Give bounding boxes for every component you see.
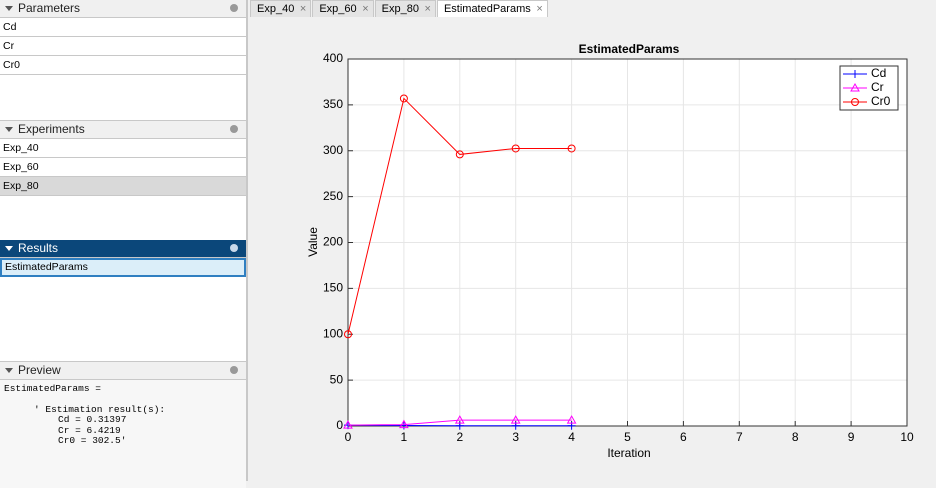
tab-bar: Exp_40 Exp_60 Exp_80 EstimatedParams — [250, 0, 549, 17]
marker — [567, 144, 576, 153]
list-item[interactable]: Exp_80 — [0, 177, 246, 196]
x-tick-label: 9 — [848, 430, 855, 444]
x-tick-label: 2 — [456, 430, 463, 444]
x-tick-label: 0 — [345, 430, 352, 444]
tab[interactable]: Exp_60 — [312, 0, 374, 17]
data-line — [347, 419, 572, 426]
side-panel: Parameters Cd Cr Cr0 Experiments Exp_40 … — [0, 0, 248, 488]
marker — [511, 144, 520, 153]
legend-label: Cd — [871, 66, 886, 80]
preview-panel: Preview EstimatedParams = ' Estimation r… — [0, 361, 246, 488]
panel-header[interactable]: Results — [0, 240, 246, 258]
y-tick-label: 100 — [323, 326, 343, 340]
list-item[interactable]: Cr0 — [0, 56, 246, 75]
marker — [343, 420, 353, 429]
axes-box — [347, 58, 908, 427]
list-item[interactable]: Cr — [0, 37, 246, 56]
preview-line: EstimatedParams = — [4, 383, 101, 394]
x-tick-label: 3 — [512, 430, 519, 444]
preview-line: Cd = 0.31397 — [58, 414, 127, 425]
panel-header[interactable]: Parameters — [0, 0, 246, 18]
results-panel: Results EstimatedParams — [0, 240, 246, 277]
panel-header[interactable]: Preview — [0, 362, 246, 380]
chart-title: EstimatedParams — [579, 42, 680, 56]
tab[interactable]: Exp_80 — [374, 0, 436, 17]
y-tick-label: 50 — [330, 372, 344, 386]
x-tick-label: 8 — [792, 430, 799, 444]
marker — [850, 82, 860, 92]
y-tick-label: 300 — [323, 143, 343, 157]
marker — [455, 150, 464, 159]
y-tick-label: 0 — [336, 418, 343, 432]
x-tick-label: 10 — [900, 430, 914, 444]
marker — [851, 98, 859, 106]
experiments-panel: Experiments Exp_40 Exp_60 Exp_80 — [0, 120, 246, 196]
data-line — [347, 97, 572, 335]
y-tick-label: 350 — [323, 97, 343, 111]
y-axis-label: Value — [306, 227, 320, 257]
marker — [399, 94, 408, 103]
tab[interactable]: Exp_40 — [250, 0, 312, 17]
y-tick-label: 200 — [323, 235, 343, 249]
x-tick-label: 6 — [680, 430, 687, 444]
x-tick-label: 4 — [568, 430, 575, 444]
x-tick-label: 5 — [624, 430, 631, 444]
chart: EstimatedParams Iteration Value 05010015… — [306, 42, 914, 460]
y-tick-label: 400 — [323, 51, 343, 65]
marker — [454, 415, 465, 424]
y-tick-label: 250 — [323, 189, 343, 203]
list-item[interactable]: EstimatedParams — [0, 258, 246, 277]
y-tick-label: 150 — [323, 281, 343, 295]
list-item[interactable]: Cd — [0, 18, 246, 37]
legend-label: Cr — [871, 80, 884, 94]
marker — [344, 330, 352, 339]
marker — [399, 419, 409, 429]
marker — [566, 415, 577, 424]
preview-line: ' Estimation result(s): — [34, 403, 166, 415]
marker — [510, 415, 521, 424]
tab[interactable]: EstimatedParams — [436, 0, 548, 17]
list-item[interactable]: Exp_40 — [0, 139, 246, 158]
parameters-panel: Parameters Cd Cr Cr0 — [0, 0, 246, 120]
x-tick-label: 1 — [401, 430, 408, 444]
preview-line: Cr0 = 302.5' — [58, 435, 127, 446]
list-item[interactable]: Exp_60 — [0, 158, 246, 177]
marker — [851, 70, 859, 78]
panel-header[interactable]: Experiments — [0, 121, 246, 139]
x-tick-label: 7 — [736, 430, 743, 444]
legend-label: Cr0 — [871, 94, 891, 108]
x-axis-label: Iteration — [607, 446, 650, 460]
preview-text: EstimatedParams = ' Estimation result(s)… — [0, 380, 246, 488]
preview-line: Cr = 6.4219 — [58, 424, 121, 436]
